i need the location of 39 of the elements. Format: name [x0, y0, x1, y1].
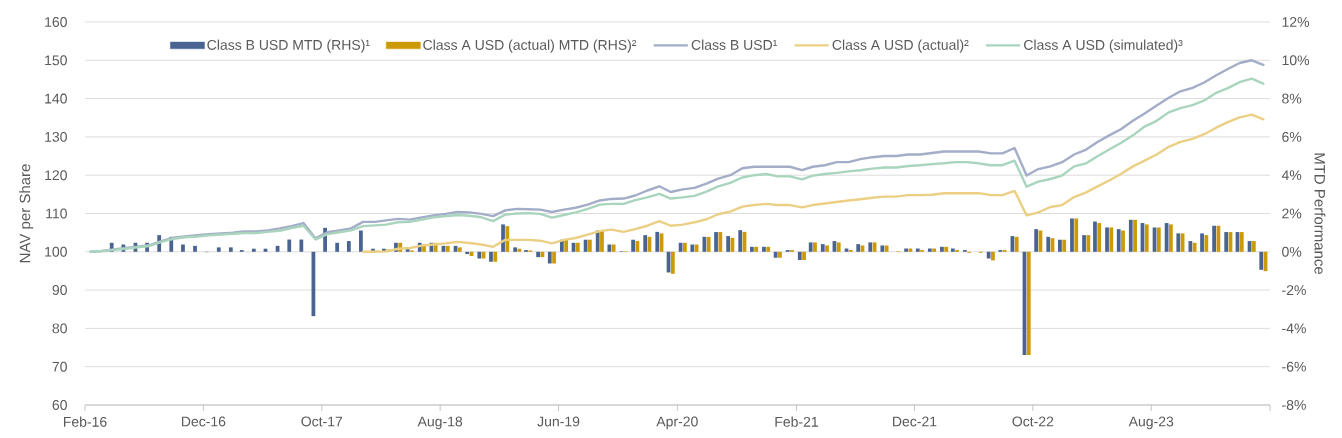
y-tick-label: 150	[45, 55, 67, 66]
legend-label: Class B USD¹	[691, 39, 778, 50]
y2-tick-label: 2%	[1282, 208, 1302, 219]
x-tick-label: Oct-22	[1012, 416, 1054, 427]
x-tick-label: Jun-19	[537, 416, 580, 427]
y-tick-label: 60	[52, 400, 67, 410]
y-tick-label: 130	[45, 131, 67, 142]
y-tick-label: 120	[45, 170, 67, 181]
y2-tick-label: 10%	[1282, 55, 1310, 66]
x-tick-label: Aug-18	[417, 416, 463, 430]
legend-label: Class B USD MTD (RHS)¹	[207, 39, 370, 53]
x-tick-label: Feb-21	[775, 416, 818, 427]
y2-tick-label: 0%	[1282, 246, 1302, 257]
legend-label: Class A USD (simulated)³	[1024, 39, 1183, 53]
x-tick-label: Aug-23	[1128, 416, 1174, 430]
y2-axis-title: MTD Performance	[1314, 153, 1326, 275]
y2-tick-label: -2%	[1282, 285, 1306, 296]
y-tick-label: 100	[45, 246, 67, 257]
x-tick-label: Feb-16	[63, 416, 107, 427]
y2-tick-label: 12%	[1282, 17, 1310, 27]
y-tick-label: 80	[52, 323, 67, 334]
x-tick-label: Dec-16	[181, 416, 226, 427]
legend-label: Class A USD (actual) MTD (RHS)²	[423, 39, 637, 53]
y2-tick-label: 4%	[1281, 170, 1302, 181]
y2-tick-label: -6%	[1282, 361, 1306, 372]
y-axis-title: NAV per Share	[19, 164, 34, 263]
legend-label: Class A USD (actual)²	[832, 39, 969, 53]
y2-tick-label: -8%	[1282, 400, 1306, 410]
y2-tick-label: -4%	[1282, 323, 1306, 334]
y-tick-label: 90	[52, 285, 67, 296]
y2-tick-label: 6%	[1282, 131, 1302, 142]
x-tick-label: Dec-21	[893, 416, 937, 427]
y-tick-label: 70	[52, 361, 67, 372]
x-tick-label: Oct-17	[301, 416, 343, 427]
y-tick-label: 140	[45, 93, 67, 104]
y-tick-label: 160	[45, 17, 67, 27]
y2-tick-label: 8%	[1282, 93, 1302, 104]
y-tick-label: 110	[46, 208, 67, 219]
x-tick-label: Apr-20	[656, 416, 698, 430]
